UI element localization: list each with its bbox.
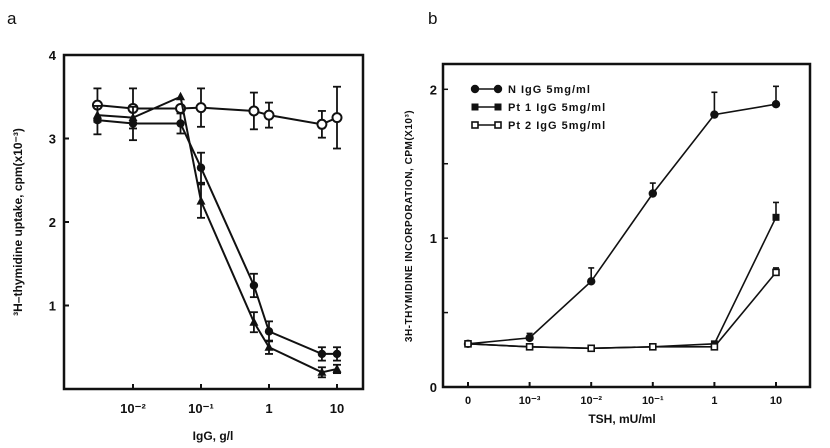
data-point-filled-circle	[587, 277, 596, 286]
panel-a-y-tick-label: 4	[49, 48, 57, 63]
panel-b-plot-frame	[441, 62, 812, 389]
panel-b-x-tick-label: 10⁻²	[580, 395, 602, 407]
panel-a-x-tick-label: 10⁻¹	[188, 401, 214, 416]
panel-b-y-tick-label: 0	[430, 380, 437, 395]
data-point-filled-circle	[264, 327, 274, 336]
data-point-filled-circle	[196, 163, 206, 172]
data-point-filled-circle	[128, 119, 138, 128]
panel-b-x-tick-label: 1	[711, 395, 717, 407]
data-point-filled-circle	[176, 119, 185, 128]
data-point-open-circle	[263, 109, 275, 121]
data-point-filled-square	[772, 213, 780, 221]
panel-a-label: a	[7, 9, 17, 28]
panel-a-y-tick-label: 2	[49, 215, 56, 230]
panel-a-y-axis-label: ³H–thymidine uptake, cpm(x10⁻³)	[11, 128, 25, 316]
legend-marker-start	[470, 84, 480, 94]
panel-b-y-axis-label: 3H-THYMIDINE INCORPORATION, CPM(X10³)	[404, 110, 415, 342]
panel-a-x-tick-label: 1	[265, 401, 272, 416]
panel-b-series-line	[467, 103, 777, 345]
legend-marker	[494, 103, 502, 111]
data-point-filled-circle	[317, 349, 327, 359]
panel-a-x-tick-label: 10	[330, 401, 344, 416]
panel-b-x-axis-label: TSH, mU/ml	[588, 412, 655, 426]
panel-a-series-line-open-circle	[97, 104, 338, 126]
panel-b-y-tick-label: 2	[430, 82, 437, 97]
data-point-filled-triangle	[317, 367, 327, 376]
data-point-filled-circle	[249, 281, 259, 290]
data-point-filled-triangle	[92, 110, 102, 119]
panel-a-series-line-filled-circle	[97, 119, 337, 355]
panel-b-x-tick-label: 0	[465, 395, 471, 407]
data-point-open-square	[525, 343, 534, 351]
panel-a-plot-frame	[62, 53, 365, 391]
data-point-filled-circle	[525, 333, 534, 343]
data-point-open-square	[648, 343, 657, 351]
data-point-open-square	[710, 343, 719, 351]
data-point-filled-triangle	[196, 196, 206, 205]
data-point-open-circle	[195, 102, 207, 114]
data-point-open-square	[772, 268, 780, 277]
panel-b-x-tick-label: 10⁻³	[519, 395, 541, 407]
data-point-filled-triangle	[249, 317, 259, 326]
data-point-filled-circle	[771, 99, 781, 109]
data-point-filled-circle	[332, 349, 342, 359]
panel-b-label: b	[428, 9, 437, 28]
panel-a-x-tick-label: 10⁻²	[120, 401, 146, 416]
data-point-open-circle	[316, 118, 328, 130]
legend-marker	[493, 84, 503, 94]
legend-marker	[494, 121, 502, 129]
panel-b-y-tick-label: 1	[430, 231, 437, 246]
panel-b-series-line	[467, 271, 777, 350]
data-point-open-square	[587, 344, 596, 353]
legend-label: N IgG 5mg/ml	[508, 84, 591, 96]
data-point-open-square	[464, 340, 472, 348]
panel-a-y-tick-label: 1	[49, 299, 56, 314]
legend-marker-start	[471, 103, 479, 111]
data-point-open-circle	[248, 105, 260, 117]
data-point-filled-triangle	[128, 112, 138, 122]
data-point-filled-triangle	[176, 91, 186, 101]
legend-label: Pt 2 IgG 5mg/ml	[508, 120, 606, 132]
data-point-filled-circle	[648, 189, 657, 198]
data-point-filled-circle	[710, 110, 719, 119]
panel-a-series-line-filled-triangle	[97, 95, 338, 374]
legend-label: Pt 1 IgG 5mg/ml	[508, 102, 606, 114]
data-point-open-circle	[331, 112, 343, 124]
panel-a-x-axis-label: IgG, g/l	[193, 429, 234, 443]
legend-marker-start	[471, 121, 479, 129]
data-point-filled-triangle	[264, 342, 274, 351]
data-point-filled-triangle	[332, 363, 342, 373]
panel-b-x-tick-label: 10⁻¹	[642, 395, 664, 407]
panel-a-y-tick-label: 3	[49, 132, 56, 147]
panel-b-x-tick-label: 10	[770, 395, 782, 407]
